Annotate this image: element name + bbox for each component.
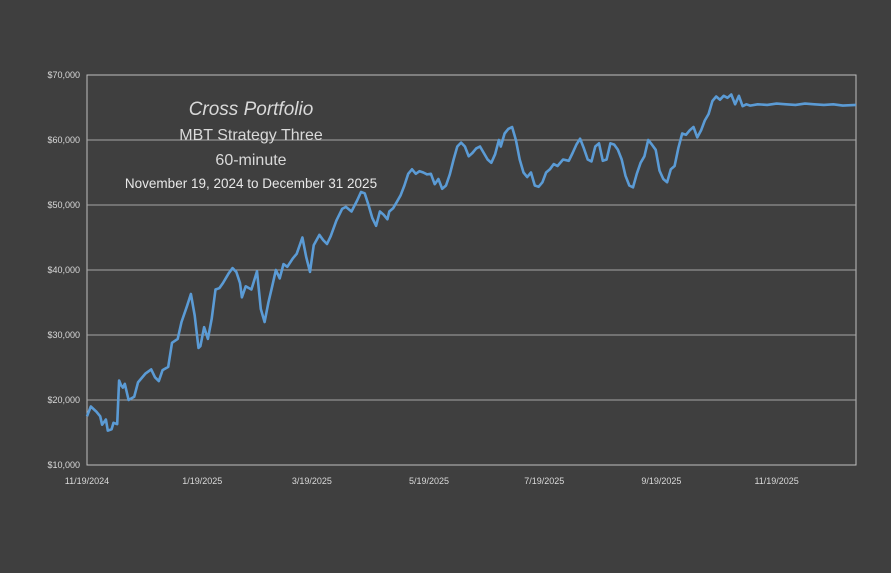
y-tick-label: $60,000 (47, 135, 80, 145)
chart-subtitle-timeframe: 60-minute (215, 152, 286, 169)
x-axis-tick-labels: 11/19/2024 1/19/2025 3/19/2025 5/19/2025 7/1… (65, 476, 799, 486)
x-tick-label: 5/19/2025 (409, 476, 449, 486)
y-tick-label: $30,000 (47, 330, 80, 340)
chart-title: Cross Portfolio (189, 99, 314, 120)
chart-subtitle-strategy: MBT Strategy Three (179, 127, 323, 144)
y-axis-tick-labels: $10,000 $20,000 $30,000 $40,000 $50,000 $60,0… (47, 70, 80, 470)
x-tick-label: 7/19/2025 (524, 476, 564, 486)
y-tick-label: $20,000 (47, 395, 80, 405)
x-tick-label: 1/19/2025 (182, 476, 222, 486)
x-tick-label: 11/19/2024 (65, 476, 109, 486)
chart-subtitle-daterange: November 19, 2024 to December 31 2025 (125, 176, 377, 191)
x-tick-label: 9/19/2025 (641, 476, 681, 486)
y-tick-label: $40,000 (47, 265, 80, 275)
x-tick-label: 3/19/2025 (292, 476, 332, 486)
x-tick-label: 11/19/2025 (754, 476, 798, 486)
y-tick-label: $70,000 (47, 70, 80, 80)
equity-series-line (85, 93, 857, 432)
y-tick-label: $50,000 (47, 200, 80, 210)
gridlines (87, 139, 856, 401)
y-tick-label: $10,000 (47, 460, 80, 470)
